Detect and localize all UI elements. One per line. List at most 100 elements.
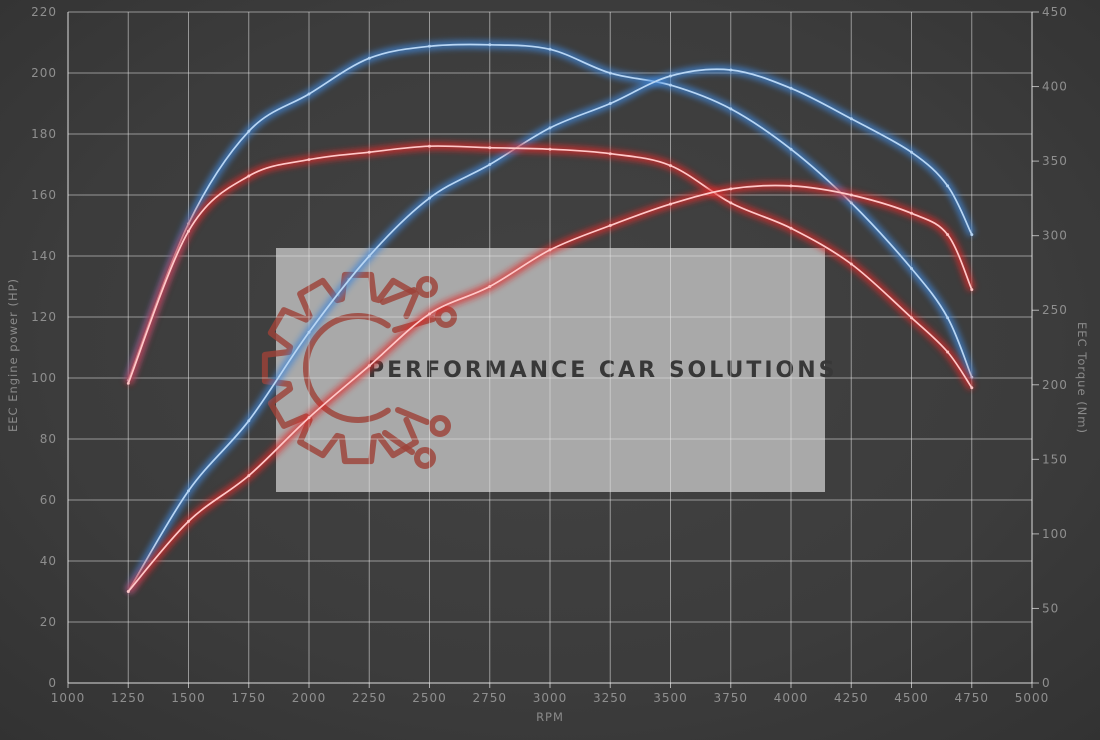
curve-power-stock-marker [789, 184, 793, 188]
curve-torque-tuned-marker [849, 201, 853, 205]
curve-power-tuned-marker [970, 233, 974, 237]
tick-labels: 1000 1250 1500 1750 2000 2250 2500 2750 3000 3250… [31, 5, 1068, 705]
curve-torque-stock-marker [729, 201, 733, 205]
x-tick-label: 4750 [954, 691, 989, 705]
curve-power-stock-marker [187, 519, 190, 523]
curve-torque-tuned-marker [488, 43, 492, 47]
curve-torque-stock-marker [789, 226, 793, 230]
x-axis-title: RPM [536, 710, 564, 724]
curve-torque-tuned-marker [910, 267, 913, 270]
curve-power-stock-marker [126, 590, 130, 593]
x-tick-label: 5000 [1015, 691, 1050, 705]
curve-torque-tuned-marker [428, 44, 431, 48]
y-left-tick-label: 60 [40, 493, 57, 507]
y-right-tick-label: 200 [1042, 378, 1068, 392]
curve-power-stock-marker [548, 248, 552, 252]
y-left-tick-label: 160 [31, 188, 57, 202]
x-tick-label: 2500 [412, 691, 447, 705]
y-left-tick-label: 0 [48, 676, 57, 690]
y-right-tick-label: 350 [1042, 154, 1068, 168]
curve-power-tuned-marker [247, 419, 251, 423]
curve-torque-tuned-marker [729, 107, 733, 111]
curve-torque-tuned-marker [946, 316, 950, 320]
y-left-tick-label: 120 [31, 310, 57, 324]
curve-power-stock-marker [247, 474, 251, 478]
curve-torque-stock-marker [428, 144, 431, 148]
y-right-tick-label: 300 [1042, 229, 1068, 243]
y-right-tick-label: 150 [1042, 452, 1068, 466]
curve-power-stock-marker [428, 312, 431, 316]
y-left-tick-label: 200 [31, 66, 57, 80]
curve-power-tuned-marker [729, 68, 733, 72]
x-tick-label: 1500 [171, 691, 206, 705]
y-right-tick-label: 450 [1042, 5, 1068, 19]
curve-power-tuned-marker [669, 74, 672, 78]
gridlines [67, 11, 1033, 684]
curve-torque-stock-marker [970, 386, 974, 390]
curve-torque-tuned-marker [669, 83, 672, 87]
curve-torque-stock-marker [367, 150, 371, 154]
x-tick-label: 4500 [894, 691, 929, 705]
x-tick-label: 3250 [593, 691, 628, 705]
curve-power-tuned-marker [789, 86, 793, 90]
curve-power-tuned-marker [488, 163, 492, 166]
x-tick-label: 4000 [774, 691, 809, 705]
curve-power-tuned-marker [849, 117, 853, 121]
watermark-brand-text: PERFORMANCE CAR SOLUTIONS [368, 358, 838, 383]
x-tick-label: 3500 [653, 691, 688, 705]
curve-torque-stock-marker [126, 381, 130, 385]
gear-circuit-logo-icon [261, 271, 457, 469]
curve-power-tuned-marker [910, 150, 913, 154]
y-right-tick-label: 50 [1042, 601, 1059, 615]
x-tick-label: 4250 [834, 691, 869, 705]
x-tick-label: 2250 [352, 691, 387, 705]
axes [67, 11, 1039, 688]
curve-torque-tuned-marker [970, 375, 974, 379]
y-left-tick-label: 40 [40, 554, 57, 568]
curve-torque-stock-marker [608, 152, 612, 156]
curve-torque-tuned-marker [608, 71, 612, 75]
y-left-tick-label: 80 [40, 432, 57, 446]
curve-power-stock-marker [488, 285, 492, 288]
curve-power-stock-marker [910, 211, 913, 215]
curve-power-tuned-marker [428, 196, 431, 200]
curve-power-stock-marker [608, 224, 612, 227]
curve-power-stock-marker [970, 288, 974, 292]
x-tick-label: 1000 [51, 691, 86, 705]
curve-torque-stock-marker [307, 158, 311, 162]
x-tick-label: 2000 [292, 691, 327, 705]
curve-torque-stock-marker [946, 350, 950, 354]
y-left-tick-label: 220 [31, 5, 57, 19]
y-axis-title-right: EEC Torque (Nm) [1075, 322, 1089, 434]
y-left-tick-label: 20 [40, 615, 57, 629]
y-right-tick-label: 400 [1042, 80, 1068, 94]
curve-torque-tuned-marker [548, 47, 552, 51]
curve-power-tuned-marker [307, 330, 311, 334]
y-left-tick-label: 180 [31, 127, 57, 141]
x-tick-label: 1750 [231, 691, 266, 705]
curve-torque-stock-marker [247, 174, 251, 178]
curves [124, 39, 976, 595]
curve-power-stock-marker [669, 202, 672, 206]
y-right-tick-label: 250 [1042, 303, 1068, 317]
curve-power-tuned-marker [187, 489, 190, 493]
y-left-tick-label: 100 [31, 371, 57, 385]
curve-torque-tuned-marker [247, 129, 251, 133]
curve-torque-tuned-marker [307, 92, 311, 96]
y-axis-title-left: EEC Engine power (HP) [6, 278, 20, 432]
curve-power-tuned-marker [548, 126, 552, 130]
curve-torque-stock-marker [548, 147, 552, 151]
curve-torque-tuned-marker [789, 147, 793, 151]
curve-power-tuned-marker [608, 102, 612, 105]
curve-torque-stock-marker [488, 146, 492, 150]
curve-power-stock-marker [307, 416, 311, 420]
x-tick-label: 3000 [533, 691, 568, 705]
curve-torque-stock-marker [849, 262, 853, 266]
y-left-tick-label: 140 [31, 249, 57, 263]
curve-power-stock-marker [367, 364, 371, 368]
x-tick-label: 1250 [111, 691, 146, 705]
curve-power-tuned-marker [946, 184, 950, 188]
x-tick-label: 2750 [472, 691, 507, 705]
